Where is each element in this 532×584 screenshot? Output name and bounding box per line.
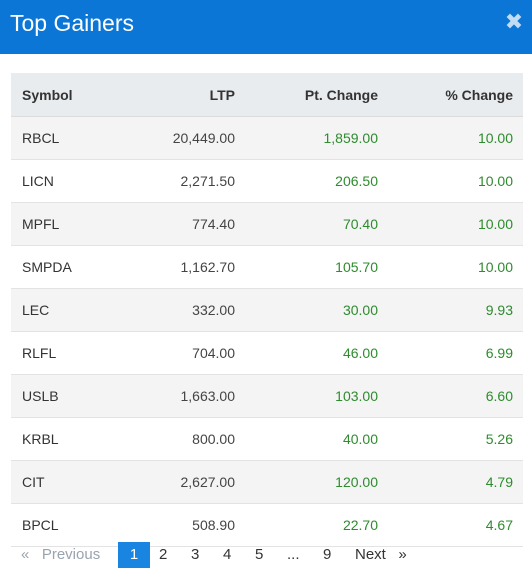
cell-pct-change: 10.00 bbox=[378, 245, 523, 289]
cell-pt-change: 70.40 bbox=[235, 202, 378, 246]
cell-pt-change: 30.00 bbox=[235, 288, 378, 332]
cell-ltp: 20,449.00 bbox=[101, 116, 235, 160]
cell-symbol: BPCL bbox=[11, 503, 101, 547]
cell-ltp: 704.00 bbox=[101, 331, 235, 375]
table-row[interactable]: LICN 2,271.50 206.50 10.00 bbox=[11, 159, 523, 203]
modal-title: Top Gainers bbox=[10, 10, 135, 36]
cell-pt-change: 206.50 bbox=[235, 159, 378, 203]
header-symbol[interactable]: Symbol bbox=[11, 73, 101, 117]
next-page-button[interactable]: Next » bbox=[355, 546, 407, 563]
header-pct-change[interactable]: % Change bbox=[378, 73, 523, 117]
cell-pt-change: 103.00 bbox=[235, 374, 378, 418]
cell-pct-change: 10.00 bbox=[378, 202, 523, 246]
cell-ltp: 508.90 bbox=[101, 503, 235, 547]
table-header-row: Symbol LTP Pt. Change % Change bbox=[11, 73, 523, 117]
table-row[interactable]: RLFL 704.00 46.00 6.99 bbox=[11, 331, 523, 375]
table-row[interactable]: BPCL 508.90 22.70 4.67 bbox=[11, 503, 523, 547]
cell-symbol: SMPDA bbox=[11, 245, 101, 289]
table-row[interactable]: KRBL 800.00 40.00 5.26 bbox=[11, 417, 523, 461]
table-row[interactable]: RBCL 20,449.00 1,859.00 10.00 bbox=[11, 116, 523, 160]
table-row[interactable]: MPFL 774.40 70.40 10.00 bbox=[11, 202, 523, 246]
table-row[interactable]: CIT 2,627.00 120.00 4.79 bbox=[11, 460, 523, 504]
header-pt-change[interactable]: Pt. Change bbox=[235, 73, 378, 117]
cell-pt-change: 105.70 bbox=[235, 245, 378, 289]
cell-ltp: 2,271.50 bbox=[101, 159, 235, 203]
cell-ltp: 1,663.00 bbox=[101, 374, 235, 418]
cell-pct-change: 5.26 bbox=[378, 417, 523, 461]
page-9-button[interactable]: 9 bbox=[323, 546, 332, 563]
cell-pt-change: 46.00 bbox=[235, 331, 378, 375]
page-1-button[interactable]: 1 bbox=[118, 542, 150, 568]
cell-ltp: 1,162.70 bbox=[101, 245, 235, 289]
cell-pct-change: 4.79 bbox=[378, 460, 523, 504]
cell-pt-change: 22.70 bbox=[235, 503, 378, 547]
cell-symbol: KRBL bbox=[11, 417, 101, 461]
cell-pct-change: 6.60 bbox=[378, 374, 523, 418]
table-row[interactable]: LEC 332.00 30.00 9.93 bbox=[11, 288, 523, 332]
cell-pct-change: 4.67 bbox=[378, 503, 523, 547]
previous-page-button[interactable]: « Previous bbox=[21, 546, 101, 563]
cell-pct-change: 10.00 bbox=[378, 159, 523, 203]
page-5-button[interactable]: 5 bbox=[255, 546, 264, 563]
cell-symbol: CIT bbox=[11, 460, 101, 504]
table-row[interactable]: SMPDA 1,162.70 105.70 10.00 bbox=[11, 245, 523, 289]
cell-symbol: RLFL bbox=[11, 331, 101, 375]
cell-symbol: LICN bbox=[11, 159, 101, 203]
pagination: « Previous 1 2 3 4 5 ... 9 Next » bbox=[11, 542, 523, 568]
cell-pct-change: 6.99 bbox=[378, 331, 523, 375]
gainers-table: Symbol LTP Pt. Change % Change RBCL 20,4… bbox=[11, 73, 523, 547]
cell-symbol: MPFL bbox=[11, 202, 101, 246]
modal-header: Top Gainers ✖ bbox=[0, 0, 532, 54]
table-row[interactable]: USLB 1,663.00 103.00 6.60 bbox=[11, 374, 523, 418]
cell-pct-change: 9.93 bbox=[378, 288, 523, 332]
cell-pct-change: 10.00 bbox=[378, 116, 523, 160]
cell-pt-change: 1,859.00 bbox=[235, 116, 378, 160]
cell-symbol: USLB bbox=[11, 374, 101, 418]
page-2-button[interactable]: 2 bbox=[159, 546, 168, 563]
cell-pt-change: 40.00 bbox=[235, 417, 378, 461]
header-ltp[interactable]: LTP bbox=[101, 73, 235, 117]
cell-ltp: 332.00 bbox=[101, 288, 235, 332]
cell-pt-change: 120.00 bbox=[235, 460, 378, 504]
pagination-ellipsis: ... bbox=[287, 546, 300, 563]
cell-symbol: LEC bbox=[11, 288, 101, 332]
cell-ltp: 800.00 bbox=[101, 417, 235, 461]
close-icon[interactable]: ✖ bbox=[504, 9, 524, 34]
gainers-table-container: Symbol LTP Pt. Change % Change RBCL 20,4… bbox=[11, 73, 523, 547]
cell-ltp: 2,627.00 bbox=[101, 460, 235, 504]
page-4-button[interactable]: 4 bbox=[223, 546, 232, 563]
cell-ltp: 774.40 bbox=[101, 202, 235, 246]
cell-symbol: RBCL bbox=[11, 116, 101, 160]
page-3-button[interactable]: 3 bbox=[191, 546, 200, 563]
